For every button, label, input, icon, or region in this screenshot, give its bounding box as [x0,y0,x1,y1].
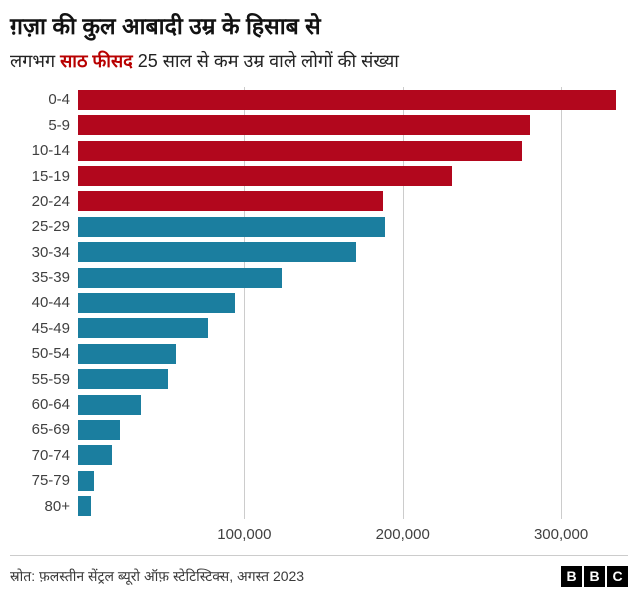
bar-row: 25-29 [10,214,628,239]
gridlines [86,87,626,519]
subtitle-prefix: लगभग [10,50,61,71]
chart-rows: 0-4 5-9 10-14 15-19 20-24 25-29 30-34 35-39 40-4… [10,87,628,519]
footer-divider [10,554,628,556]
bar-row: 55-59 [10,366,628,391]
bbc-logo-block: C [607,565,628,587]
y-axis-label: 10-14 [31,142,70,160]
bar [78,191,384,212]
y-axis-label: 5-9 [48,116,70,134]
y-axis-label: 20-24 [31,192,70,210]
gridline [244,87,246,519]
bar-chart: 0-4 5-9 10-14 15-19 20-24 25-29 30-34 35-39 40-4… [10,87,628,547]
gridline [402,87,404,519]
bar-track [78,267,626,288]
bbc-logo-block: B [561,565,582,587]
bar-row: 70-74 [10,443,628,468]
bar [78,292,236,313]
bar-row: 35-39 [10,265,628,290]
bar [78,115,530,136]
y-axis-label: 40-44 [31,294,70,312]
bar-row: 15-19 [10,163,628,188]
bar-track [78,318,626,339]
bar-track [78,369,626,390]
bar [78,496,91,517]
y-axis-label: 15-19 [31,167,70,185]
y-axis-label: 65-69 [31,421,70,439]
bar [78,369,168,390]
y-axis-label: 30-34 [31,243,70,261]
bar-row: 65-69 [10,417,628,442]
y-axis-label: 45-49 [31,319,70,337]
bar-track [78,419,626,440]
bar-row: 75-79 [10,468,628,493]
bar-track [78,166,626,186]
bar-track [78,216,626,237]
bar-row: 30-34 [10,239,628,264]
bar-row: 5-9 [10,113,628,138]
bbc-logo-block: B [584,565,605,587]
y-axis-label: 25-29 [31,218,70,236]
x-tick-label: 200,000 [375,525,430,543]
bar-track [78,292,626,313]
y-axis-label: 80+ [44,497,70,515]
y-axis-label: 60-64 [31,396,70,414]
bar [78,343,177,364]
x-tick-label: 100,000 [217,525,272,543]
y-axis-label: 35-39 [31,269,70,287]
bar-row: 40-44 [10,290,628,315]
chart-subtitle: लगभग साठ फीसद 25 साल से कम उम्र वाले लोग… [10,50,628,73]
bar-row: 60-64 [10,392,628,417]
bar-track [78,89,626,110]
subtitle-rest: 25 साल से कम उम्र वाले लोगों की संख्या [132,50,399,71]
bar-row: 50-54 [10,341,628,366]
bar [78,318,209,339]
bar [78,140,522,161]
bar-track [78,470,626,491]
bar-track [78,445,626,466]
footer: स्रोत: फ़लस्तीन सेंट्रल ब्यूरो ऑफ़ स्टेट… [10,556,628,595]
bar-row: 0-4 [10,87,628,112]
bar [78,216,385,237]
bar-row: 10-14 [10,138,628,163]
page-title: ग़ज़ा की कुल आबादी उम्र के हिसाब से [10,13,321,39]
bar-row: 45-49 [10,316,628,341]
bar-track [78,140,626,161]
bar [78,445,112,466]
bar [78,89,617,110]
bar [78,419,120,440]
gridline [561,87,563,519]
bar-track [78,242,626,263]
source-text: स्रोत: फ़लस्तीन सेंट्रल ब्यूरो ऑफ़ स्टेट… [10,567,305,584]
x-axis: 100,000 200,000 300,000 [86,519,626,547]
bar-track [78,115,626,136]
bar [78,166,453,186]
bar-row: 20-24 [10,189,628,214]
y-axis-label: 70-74 [31,446,70,464]
y-axis-label: 0-4 [48,91,70,109]
bar [78,267,283,288]
bar [78,242,357,263]
x-tick-label: 300,000 [533,525,589,543]
y-axis-label: 50-54 [31,345,70,363]
y-axis-label: 55-59 [31,370,70,388]
y-axis-label: 75-79 [31,472,70,490]
bar [78,470,95,491]
subtitle-highlight: साठ फीसद [60,50,133,71]
bar-track [78,191,626,212]
bar-track [78,343,626,364]
bar-track [78,394,626,415]
bar-track [78,496,626,517]
bar-row: 80+ [10,493,628,518]
bar [78,394,141,415]
